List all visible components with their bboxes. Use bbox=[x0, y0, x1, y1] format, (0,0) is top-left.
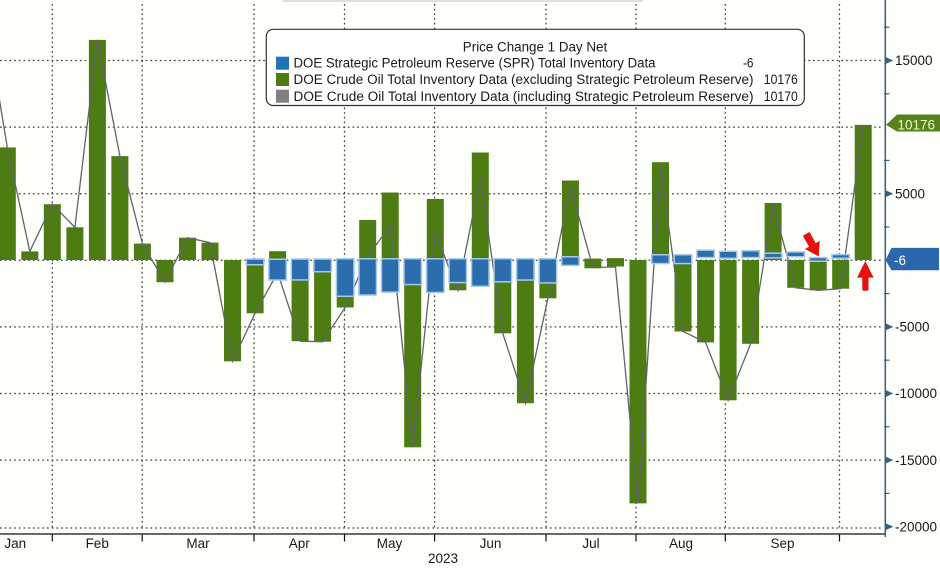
svg-text:Jun: Jun bbox=[480, 536, 502, 551]
svg-text:10176: 10176 bbox=[764, 72, 798, 87]
svg-text:-10000: -10000 bbox=[895, 386, 937, 401]
svg-text:Mar: Mar bbox=[186, 536, 210, 551]
svg-text:5000: 5000 bbox=[895, 186, 925, 201]
svg-text:Sep: Sep bbox=[770, 536, 794, 551]
svg-text:DOE Crude Oil Total Inventory: DOE Crude Oil Total Inventory Data (incl… bbox=[294, 89, 754, 104]
svg-text:-20000: -20000 bbox=[895, 519, 937, 534]
svg-text:-6: -6 bbox=[743, 55, 754, 70]
svg-text:-6: -6 bbox=[894, 253, 906, 268]
svg-text:-5000: -5000 bbox=[895, 320, 930, 335]
svg-text:Jul: Jul bbox=[582, 536, 599, 551]
svg-text:May: May bbox=[377, 536, 403, 551]
svg-text:10176: 10176 bbox=[898, 118, 936, 133]
svg-text:-15000: -15000 bbox=[895, 453, 937, 468]
svg-text:2023: 2023 bbox=[428, 551, 458, 566]
svg-text:Feb: Feb bbox=[86, 536, 109, 551]
svg-text:10170: 10170 bbox=[764, 89, 798, 104]
svg-text:15000: 15000 bbox=[895, 53, 933, 68]
svg-text:Aug: Aug bbox=[669, 536, 693, 551]
svg-text:Apr: Apr bbox=[289, 536, 311, 551]
svg-text:Price Change 1 Day Net: Price Change 1 Day Net bbox=[463, 40, 608, 55]
svg-text:DOE Crude Oil Total Inventory: DOE Crude Oil Total Inventory Data (excl… bbox=[294, 72, 754, 87]
svg-text:DOE Strategic Petroleum Reserv: DOE Strategic Petroleum Reserve (SPR) To… bbox=[294, 55, 657, 70]
svg-text:Jan: Jan bbox=[4, 536, 26, 551]
